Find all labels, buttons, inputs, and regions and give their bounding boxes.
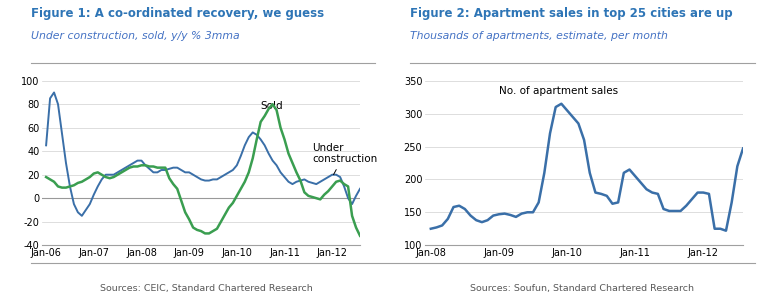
Text: Thousands of apartments, estimate, per month: Thousands of apartments, estimate, per m…	[410, 31, 668, 41]
Text: Under
construction: Under construction	[313, 143, 378, 175]
Text: Sources: Soufun, Standard Chartered Research: Sources: Soufun, Standard Chartered Rese…	[470, 284, 694, 293]
Text: No. of apartment sales: No. of apartment sales	[499, 86, 618, 96]
Text: Under construction, sold, y/y % 3mma: Under construction, sold, y/y % 3mma	[31, 31, 239, 41]
Text: Figure 1: A co-ordinated recovery, we guess: Figure 1: A co-ordinated recovery, we gu…	[31, 7, 324, 20]
Text: Sold: Sold	[260, 101, 283, 111]
Text: Figure 2: Apartment sales in top 25 cities are up: Figure 2: Apartment sales in top 25 citi…	[410, 7, 732, 20]
Text: Sources: CEIC, Standard Chartered Research: Sources: CEIC, Standard Chartered Resear…	[100, 284, 313, 293]
